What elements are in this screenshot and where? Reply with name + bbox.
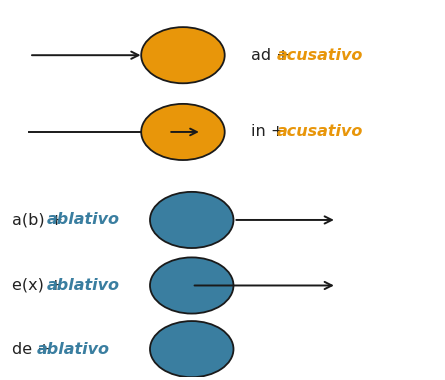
Ellipse shape xyxy=(150,321,234,377)
Text: ad +: ad + xyxy=(251,48,295,63)
Text: acusativo: acusativo xyxy=(276,125,363,139)
Text: in + acusativo: in + acusativo xyxy=(251,125,379,139)
Text: ablativo: ablativo xyxy=(47,212,120,228)
Text: e(x) +: e(x) + xyxy=(12,278,67,293)
Text: a(b) +: a(b) + xyxy=(12,212,68,228)
Text: a(b) + ablativo: a(b) + ablativo xyxy=(12,212,146,228)
Ellipse shape xyxy=(150,257,234,313)
Text: acusativo: acusativo xyxy=(276,48,363,63)
Text: e(x) + ablativo: e(x) + ablativo xyxy=(12,278,145,293)
Ellipse shape xyxy=(141,27,225,83)
Text: ad + acusativo: ad + acusativo xyxy=(251,48,384,63)
Text: ablativo: ablativo xyxy=(37,342,110,357)
Text: de + ablativo: de + ablativo xyxy=(12,342,132,357)
Ellipse shape xyxy=(141,104,225,160)
Text: in +: in + xyxy=(251,125,290,139)
Text: de +: de + xyxy=(12,342,56,357)
Text: ablativo: ablativo xyxy=(47,278,120,293)
Ellipse shape xyxy=(150,192,234,248)
